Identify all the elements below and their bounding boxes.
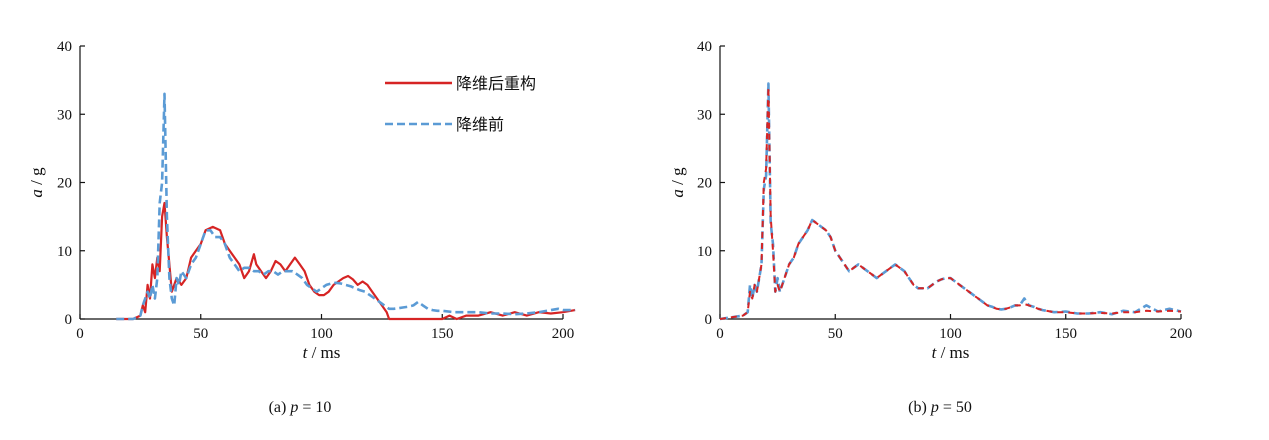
y-tick-label: 0 <box>705 312 713 328</box>
x-tick-label: 150 <box>1055 326 1078 342</box>
x-axis-unit: / ms <box>936 343 969 362</box>
chart-panel-1: 0 50 100 150 200 0 10 20 30 40 t / ms a / g (b) p = … <box>668 39 1192 416</box>
panel-caption: (b) p = 50 <box>908 399 972 416</box>
x-tick-label: 50 <box>828 326 843 342</box>
legend-label-1: 降维前 <box>456 115 504 134</box>
x-axis-var: t <box>303 343 309 362</box>
x-tick-label: 150 <box>431 326 454 342</box>
y-tick-label: 20 <box>697 176 712 192</box>
chart-panel-0: 0 50 100 150 200 0 10 20 30 40 t / ms a / g 降维后重构降维前… <box>27 39 576 416</box>
y-tick-label: 0 <box>65 312 73 328</box>
series-line-1 <box>719 82 1182 321</box>
x-tick-label: 50 <box>193 326 208 342</box>
x-axis-label: t / ms <box>303 343 341 362</box>
caption-prefix: (b) <box>908 399 931 416</box>
x-tick-label: 100 <box>939 326 962 342</box>
y-tick-label: 10 <box>697 244 712 260</box>
x-tick-label: 200 <box>552 326 575 342</box>
x-tick-label: 200 <box>1170 326 1193 342</box>
y-axis-label: a / g <box>27 167 46 198</box>
series-line-0 <box>116 201 576 321</box>
caption-value: = 50 <box>939 399 972 416</box>
caption-value: = 10 <box>298 399 331 416</box>
series-line-1 <box>116 92 576 321</box>
x-axis-unit: / ms <box>307 343 340 362</box>
y-axis-label: a / g <box>668 167 687 198</box>
y-axis-var: a <box>668 189 687 198</box>
y-tick-label: 20 <box>57 176 72 192</box>
caption-var: p <box>930 399 939 416</box>
x-tick-label: 100 <box>310 326 333 342</box>
caption-var: p <box>289 399 298 416</box>
series-line-0 <box>719 86 1182 320</box>
y-axis-unit: / g <box>668 167 687 189</box>
panel-caption: (a) p = 10 <box>269 399 332 416</box>
y-tick-label: 30 <box>697 107 712 123</box>
y-axis-unit: / g <box>27 167 46 189</box>
y-tick-label: 10 <box>57 244 72 260</box>
y-tick-label: 40 <box>697 39 712 55</box>
y-axis-var: a <box>27 189 46 198</box>
x-tick-label: 0 <box>76 326 84 342</box>
y-tick-label: 40 <box>57 39 72 55</box>
legend-label-0: 降维后重构 <box>456 74 536 93</box>
x-axis-label: t / ms <box>932 343 970 362</box>
y-tick-label: 30 <box>57 107 72 123</box>
x-axis-var: t <box>932 343 938 362</box>
x-tick-label: 0 <box>716 326 724 342</box>
caption-prefix: (a) <box>269 399 291 416</box>
